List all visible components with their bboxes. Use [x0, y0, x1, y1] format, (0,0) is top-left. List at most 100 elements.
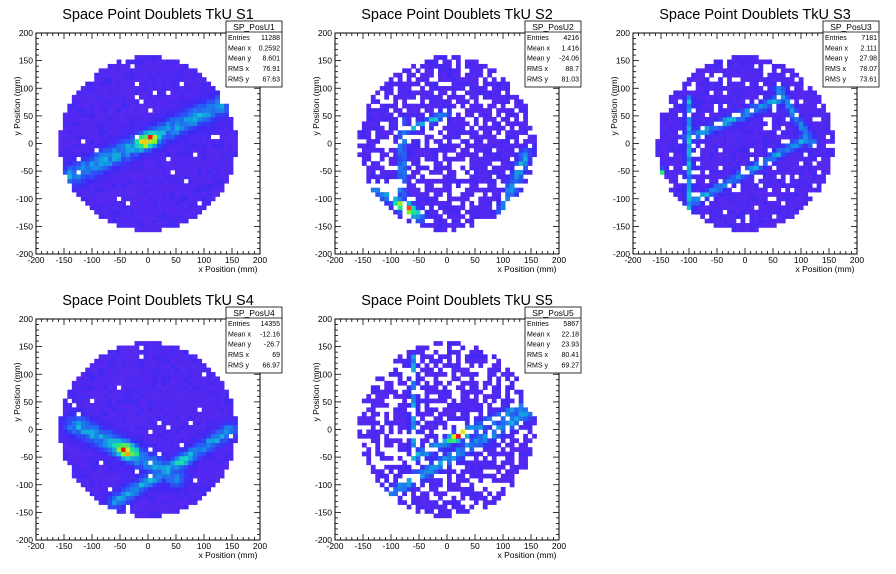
heatmap-cell [192, 178, 198, 184]
heatmap-cell [677, 94, 683, 100]
heatmap-cell [103, 99, 108, 105]
heatmap-cell [201, 363, 207, 368]
heatmap-cell [771, 187, 777, 193]
stats-row-label: RMS x [527, 66, 549, 73]
heatmap-cell [125, 59, 131, 65]
heatmap-cell [740, 68, 746, 74]
heatmap-cell [402, 116, 407, 122]
heatmap-cell [709, 214, 714, 219]
heatmap-cell [469, 125, 475, 131]
heatmap-cell [780, 94, 786, 100]
heatmap-cell [767, 130, 773, 135]
heatmap-cell [366, 143, 372, 149]
heatmap-cell [433, 63, 439, 69]
heatmap-cell [98, 385, 104, 391]
heatmap-cell [94, 86, 100, 91]
heatmap-cell [125, 425, 131, 430]
heatmap-cell [727, 99, 732, 105]
heatmap-cell [183, 112, 189, 118]
heatmap-cell [215, 125, 220, 131]
heatmap-cell [686, 125, 692, 131]
heatmap-cell [179, 469, 185, 474]
heatmap-cell [686, 77, 692, 82]
heatmap-cell [89, 407, 95, 413]
heatmap-cell [740, 77, 746, 82]
heatmap-cell [143, 200, 149, 206]
heatmap-cell [509, 112, 515, 118]
heatmap-cell [103, 200, 108, 206]
heatmap-cell [438, 205, 443, 211]
heatmap-cell [509, 174, 515, 180]
heatmap-cell [482, 205, 488, 211]
heatmap-cell [148, 341, 153, 346]
heatmap-cell [709, 205, 714, 211]
heatmap-cell [80, 90, 86, 96]
heatmap-cell [206, 86, 212, 91]
heatmap-cell [668, 108, 674, 113]
heatmap-cell [112, 500, 117, 505]
heatmap-cell [170, 398, 176, 404]
heatmap-cell [170, 372, 176, 377]
heatmap-cell [487, 187, 493, 193]
heatmap-cell [188, 385, 194, 391]
heatmap-cell [219, 170, 225, 175]
heatmap-cell [143, 341, 149, 346]
heatmap-cell [224, 125, 229, 131]
heatmap-cell [664, 139, 670, 144]
heatmap-cell [803, 112, 809, 118]
heatmap-cell [722, 205, 728, 211]
heatmap-cell [139, 513, 144, 519]
heatmap-cell [713, 59, 719, 65]
heatmap-cell [393, 161, 399, 166]
y-tick-label: 150 [19, 56, 33, 66]
heatmap-cell [152, 143, 158, 149]
heatmap-cell [518, 187, 524, 193]
heatmap-cell [704, 139, 710, 144]
heatmap-cell [161, 223, 167, 228]
heatmap-cell [174, 68, 180, 74]
heatmap-cell [686, 170, 692, 175]
heatmap-cell [179, 363, 185, 368]
heatmap-cell [366, 139, 372, 144]
heatmap-cell [500, 99, 506, 105]
heatmap-cell [771, 63, 777, 69]
heatmap-cell [482, 143, 488, 149]
heatmap-cell [776, 63, 782, 69]
heatmap-cell [718, 63, 723, 69]
heatmap-cell [455, 178, 461, 184]
heatmap-cell [134, 358, 140, 364]
heatmap-cell [116, 429, 122, 435]
heatmap-cell [85, 196, 91, 202]
heatmap-cell [514, 116, 519, 122]
heatmap-cell [455, 218, 461, 224]
heatmap-cell [179, 411, 185, 417]
heatmap-cell [415, 112, 421, 118]
heatmap-cell [816, 108, 822, 113]
heatmap-cell [736, 99, 741, 105]
heatmap-cell [197, 192, 203, 197]
heatmap-cell [130, 68, 135, 74]
heatmap-cell [749, 161, 755, 166]
heatmap-cell [722, 170, 728, 175]
heatmap-cell [736, 192, 741, 197]
heatmap-cell [406, 218, 412, 224]
heatmap-cell [206, 103, 212, 109]
heatmap-cell [197, 429, 203, 435]
heatmap-cell [505, 134, 511, 140]
heatmap-cell [148, 147, 153, 153]
heatmap-cell [491, 134, 497, 140]
heatmap-cell [206, 116, 212, 122]
heatmap-cell [455, 156, 461, 162]
heatmap-cell [201, 425, 207, 430]
heatmap-cell [206, 147, 212, 153]
heatmap-cell [107, 130, 113, 135]
heatmap-cell [695, 209, 701, 215]
heatmap-cell [473, 205, 479, 211]
heatmap-cell [125, 223, 131, 228]
heatmap-cell [682, 139, 688, 144]
heatmap-cell [518, 161, 524, 166]
heatmap-cell [183, 68, 189, 74]
heatmap-cell [469, 81, 475, 87]
heatmap-cell [215, 103, 220, 109]
heatmap-cell [170, 134, 176, 140]
